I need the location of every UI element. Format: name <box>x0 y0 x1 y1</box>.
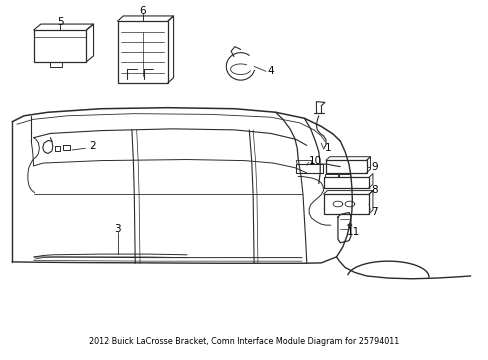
Bar <box>325 160 366 172</box>
Bar <box>117 21 167 83</box>
Text: 2012 Buick LaCrosse Bracket, Comn Interface Module Diagram for 25794011: 2012 Buick LaCrosse Bracket, Comn Interf… <box>89 337 399 346</box>
Bar <box>323 177 368 188</box>
Text: 9: 9 <box>371 162 377 172</box>
Bar <box>296 164 322 173</box>
Text: 7: 7 <box>371 207 377 217</box>
Text: 6: 6 <box>139 6 146 16</box>
Text: 1: 1 <box>325 143 331 153</box>
Text: 10: 10 <box>308 156 322 166</box>
Text: 2: 2 <box>89 141 95 152</box>
Bar <box>34 30 86 62</box>
Bar <box>323 194 368 213</box>
Text: 11: 11 <box>346 227 360 237</box>
Text: 4: 4 <box>267 66 274 76</box>
Text: 3: 3 <box>114 224 121 234</box>
Text: 5: 5 <box>57 17 63 27</box>
Text: 8: 8 <box>371 185 377 194</box>
